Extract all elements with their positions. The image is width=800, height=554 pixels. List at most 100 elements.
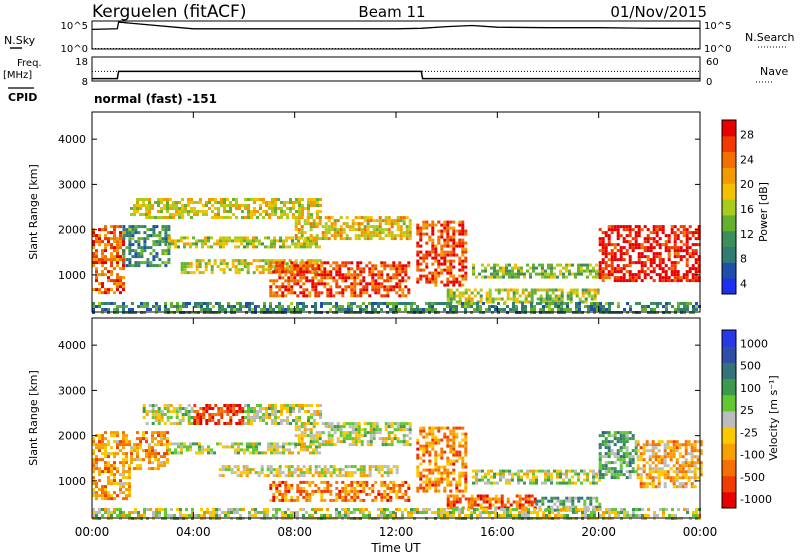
velocity-cell — [232, 407, 236, 410]
power-cell — [401, 279, 405, 283]
velocity-cell — [314, 471, 318, 475]
power-cell — [527, 300, 531, 304]
power-cell — [264, 259, 268, 263]
power-cell — [276, 239, 279, 243]
velocity-cell — [110, 497, 113, 501]
velocity-cell — [616, 437, 620, 441]
velocity-cell — [248, 468, 252, 472]
power-cell — [383, 294, 387, 298]
velocity-cell — [160, 437, 163, 441]
velocity-cell — [517, 475, 520, 479]
power-cell — [205, 213, 208, 216]
power-cell — [155, 234, 159, 238]
velocity-cell — [395, 489, 399, 493]
power-cell — [354, 216, 358, 220]
power-cell — [149, 252, 153, 256]
power-cell — [143, 246, 147, 250]
velocity-cell — [425, 447, 429, 451]
velocity-cell — [490, 469, 493, 473]
power-cell — [214, 207, 217, 210]
power-cell — [676, 246, 680, 250]
power-cell — [384, 234, 388, 238]
power-cell — [590, 297, 594, 301]
power-cell — [559, 272, 562, 276]
velocity-cell — [511, 478, 514, 482]
velocity-cell — [287, 483, 291, 487]
velocity-cell — [434, 459, 438, 463]
power-cell — [694, 270, 698, 274]
velocity-cell — [119, 491, 122, 495]
power-cell — [484, 266, 487, 270]
power-cell — [285, 265, 289, 269]
power-cell — [628, 234, 632, 238]
power-cell — [311, 267, 315, 271]
power-cell — [371, 288, 375, 292]
velocity-cell — [484, 481, 487, 485]
power-cell — [557, 294, 561, 298]
power-cell — [116, 276, 119, 280]
power-cell — [638, 302, 641, 305]
power-cell — [107, 302, 110, 305]
power-cell — [295, 201, 298, 204]
power-cell — [452, 250, 456, 254]
power-cell — [402, 222, 406, 226]
velocity-cell — [425, 441, 429, 445]
velocity-cell — [622, 443, 626, 447]
power-cell — [566, 302, 569, 305]
velocity-cell — [217, 407, 221, 410]
velocity-cell — [136, 464, 139, 468]
cpid-label: CPID — [8, 91, 37, 104]
power-cell — [595, 263, 598, 267]
velocity-cell — [604, 431, 608, 435]
velocity-cell — [148, 449, 151, 453]
power-cell — [440, 247, 444, 251]
velocity-cell — [297, 440, 301, 444]
velocity-cell — [541, 496, 545, 500]
power-cell — [443, 223, 447, 227]
power-cell — [330, 225, 334, 229]
power-cell — [374, 267, 378, 271]
velocity-cell — [437, 483, 441, 487]
power-cell — [237, 239, 240, 243]
velocity-cell — [287, 489, 291, 493]
velocity-cell — [636, 458, 640, 462]
power-cell — [593, 305, 596, 308]
power-cell — [357, 228, 361, 232]
power-cell — [145, 204, 148, 207]
power-cell — [437, 274, 441, 278]
power-cell — [443, 241, 447, 245]
power-cell — [326, 273, 330, 277]
power-cell — [547, 263, 550, 267]
power-cell — [282, 239, 285, 243]
power-cell — [554, 297, 558, 301]
power-cell — [342, 222, 346, 226]
power-cell — [128, 228, 132, 232]
power-cell — [598, 249, 602, 253]
power-cell — [371, 305, 374, 308]
power-cell — [416, 244, 420, 248]
velocity-cell — [258, 451, 261, 455]
power-cell — [443, 238, 447, 242]
velocity-cell — [298, 407, 301, 410]
velocity-cell — [101, 446, 104, 450]
velocity-cell — [256, 404, 259, 407]
power-cell — [631, 273, 635, 277]
power-cell — [497, 297, 501, 301]
power-cell — [287, 270, 291, 274]
velocity-cell — [687, 476, 691, 480]
velocity-cell — [122, 443, 125, 447]
power-cell — [431, 305, 434, 308]
velocity-cell — [616, 431, 620, 435]
velocity-cell — [342, 431, 346, 435]
power-cell — [317, 291, 321, 295]
power-cell — [479, 305, 482, 308]
power-cell — [601, 252, 605, 256]
velocity-cell — [657, 443, 661, 447]
power-cell — [446, 268, 450, 272]
velocity-cell — [503, 503, 507, 507]
velocity-cell — [345, 431, 349, 435]
velocity-cell — [304, 404, 307, 407]
velocity-cell — [247, 404, 250, 407]
power-cell — [458, 229, 462, 233]
velocity-cell — [577, 472, 580, 476]
